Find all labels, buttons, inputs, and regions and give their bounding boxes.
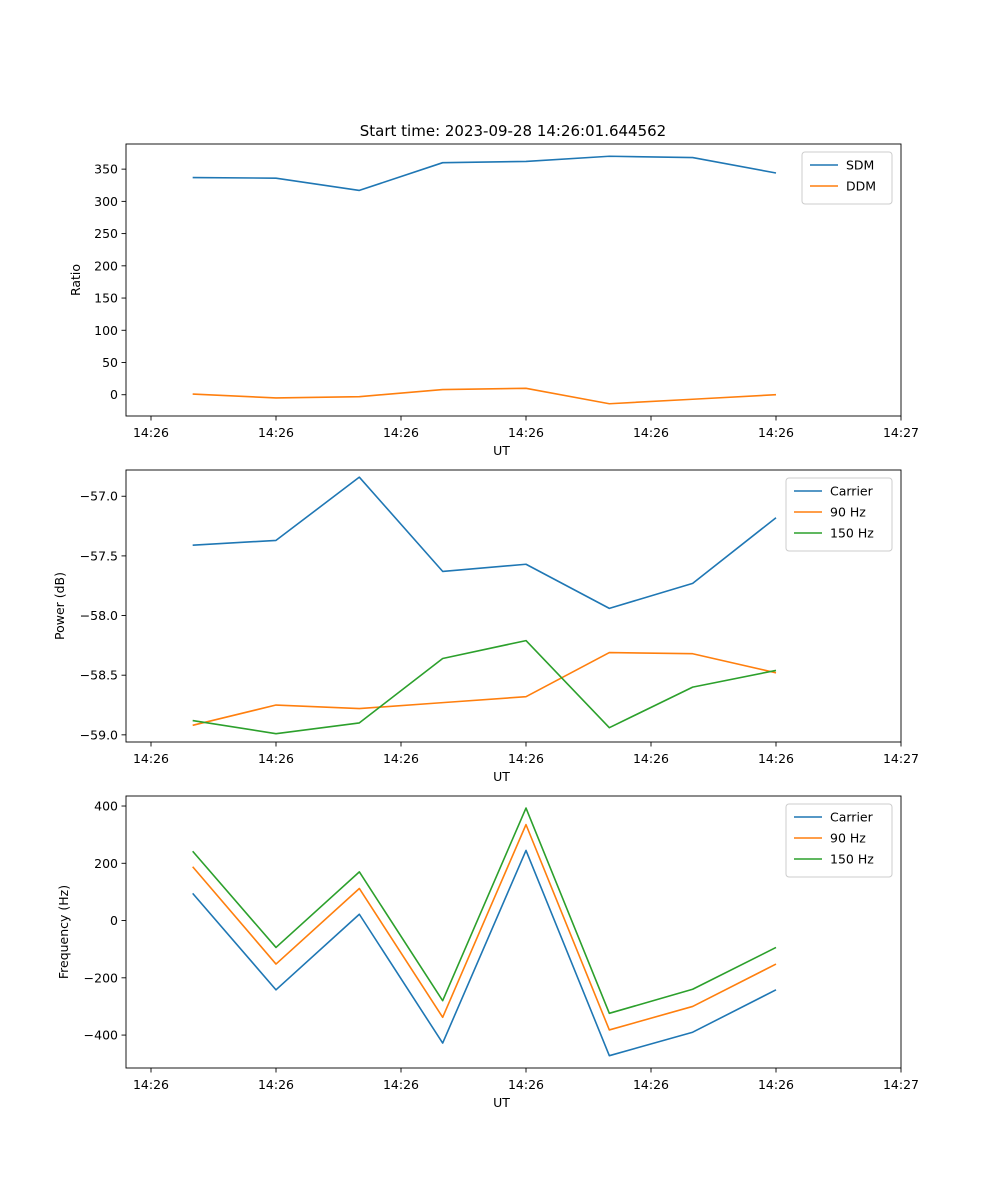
y-tick-label-1-3: 150 <box>94 291 118 306</box>
y-tick-label-2-4: −57.0 <box>80 489 118 504</box>
y-tick-label-3-1: −200 <box>84 970 118 985</box>
y-tick-label-3-2: 0 <box>110 913 118 928</box>
y-axis-label-1: Ratio <box>68 264 83 296</box>
y-axis-label-2: Power (dB) <box>52 572 67 640</box>
axes-frame-1 <box>125 143 902 417</box>
x-tick-label-3-4: 14:26 <box>633 1077 669 1092</box>
x-tick-label-2-2: 14:26 <box>383 751 419 766</box>
legend-label-150-hz-2: 150 Hz <box>830 526 874 541</box>
series-line-90-hz-3 <box>192 823 777 1031</box>
y-tick-label-2-1: −58.5 <box>80 668 118 683</box>
x-tick-label-1-1: 14:26 <box>258 425 294 440</box>
series-line-150-hz-3 <box>192 807 777 1015</box>
x-tick-label-3-1: 14:26 <box>258 1077 294 1092</box>
series-line-90-hz-2 <box>192 651 777 727</box>
y-tick-label-2-2: −58.0 <box>80 608 118 623</box>
x-tick-label-1-2: 14:26 <box>383 425 419 440</box>
x-tick-label-2-6: 14:27 <box>883 751 919 766</box>
x-tick-label-2-5: 14:26 <box>758 751 794 766</box>
x-tick-label-3-0: 14:26 <box>133 1077 169 1092</box>
legend-label-90-hz-3: 90 Hz <box>830 831 866 846</box>
x-tick-label-1-3: 14:26 <box>508 425 544 440</box>
x-tick-label-2-1: 14:26 <box>258 751 294 766</box>
series-line-sdm-1 <box>192 155 777 192</box>
x-tick-label-1-5: 14:26 <box>758 425 794 440</box>
legend-label-carrier-3: Carrier <box>830 810 874 825</box>
legend-label-90-hz-2: 90 Hz <box>830 505 866 520</box>
x-tick-label-1-6: 14:27 <box>883 425 919 440</box>
y-tick-label-2-3: −57.5 <box>80 548 118 563</box>
y-tick-label-3-3: 200 <box>94 856 118 871</box>
y-tick-label-2-0: −59.0 <box>80 727 118 742</box>
y-tick-label-1-4: 200 <box>94 258 118 273</box>
x-tick-label-3-5: 14:26 <box>758 1077 794 1092</box>
legend-label-150-hz-3: 150 Hz <box>830 852 874 867</box>
series-line-ddm-1 <box>192 387 777 405</box>
legend-label-ddm-1: DDM <box>846 179 876 194</box>
figure-title: Start time: 2023-09-28 14:26:01.644562 <box>360 122 666 140</box>
legend-label-carrier-2: Carrier <box>830 484 874 499</box>
x-tick-label-3-2: 14:26 <box>383 1077 419 1092</box>
y-tick-label-1-6: 300 <box>94 194 118 209</box>
y-tick-label-1-7: 350 <box>94 162 118 177</box>
x-tick-label-2-0: 14:26 <box>133 751 169 766</box>
axes-frame-2 <box>125 469 902 743</box>
series-line-150-hz-2 <box>192 639 777 735</box>
y-tick-label-1-0: 0 <box>110 387 118 402</box>
legend-label-sdm-1: SDM <box>846 158 874 173</box>
x-axis-label-1: UT <box>493 443 510 458</box>
y-tick-label-3-4: 400 <box>94 799 118 814</box>
x-tick-label-2-3: 14:26 <box>508 751 544 766</box>
x-tick-label-3-6: 14:27 <box>883 1077 919 1092</box>
y-axis-label-3: Frequency (Hz) <box>56 885 71 979</box>
series-line-carrier-2 <box>192 476 777 610</box>
axes-frame-3 <box>125 795 902 1069</box>
x-tick-label-2-4: 14:26 <box>633 751 669 766</box>
x-tick-label-3-3: 14:26 <box>508 1077 544 1092</box>
x-tick-label-1-4: 14:26 <box>633 425 669 440</box>
y-tick-label-1-1: 50 <box>102 355 118 370</box>
y-tick-label-1-2: 100 <box>94 323 118 338</box>
x-axis-label-3: UT <box>493 1095 510 1110</box>
series-line-carrier-3 <box>192 849 777 1057</box>
y-tick-label-1-5: 250 <box>94 226 118 241</box>
x-tick-label-1-0: 14:26 <box>133 425 169 440</box>
y-tick-label-3-0: −400 <box>84 1028 118 1043</box>
x-axis-label-2: UT <box>493 769 510 784</box>
